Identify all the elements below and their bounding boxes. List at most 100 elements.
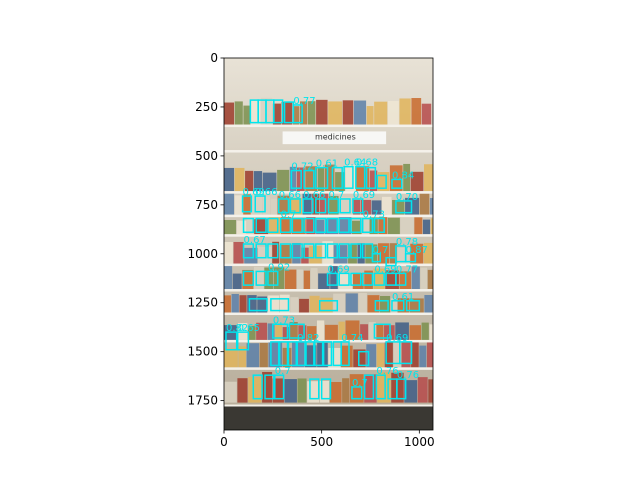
y-tick-label: 750 [195, 198, 218, 212]
product-package [403, 163, 411, 192]
product-package [353, 100, 367, 125]
product-package [427, 269, 433, 290]
product-package [335, 172, 345, 192]
shelf-photo: medicines [224, 58, 433, 430]
detection-box [272, 323, 289, 339]
product-package [282, 327, 289, 340]
shelf-edge [224, 367, 433, 370]
detection-box [264, 374, 275, 400]
product-package [277, 195, 290, 215]
detection-box [315, 166, 329, 189]
product-package [380, 295, 391, 313]
product-package [262, 196, 270, 215]
detection-score: 0.87 [406, 245, 428, 256]
product-package [411, 340, 419, 368]
detection-box [371, 253, 382, 263]
product-package [390, 298, 398, 313]
product-package [360, 199, 371, 215]
product-package [342, 378, 350, 403]
detection-score: 0.72 [291, 162, 313, 173]
shelf-edge [224, 404, 433, 408]
detection-score: 0.84 [392, 170, 414, 181]
detection-score: 0.69 [243, 187, 265, 198]
product-package [342, 100, 354, 125]
product-package [268, 215, 281, 235]
detection-box [373, 217, 385, 234]
product-package [290, 297, 299, 313]
product-package [284, 269, 297, 290]
product-package [341, 345, 353, 368]
detection-box [296, 341, 306, 367]
detection-box [361, 272, 374, 286]
product-package [381, 196, 392, 215]
product-package [303, 270, 311, 290]
product-package [247, 325, 256, 340]
detection-box [405, 300, 421, 312]
product-package [244, 247, 258, 264]
product-package [306, 215, 316, 235]
detection-box [273, 99, 284, 124]
detection-box [315, 198, 327, 214]
detection-box [255, 243, 267, 259]
detection-box [352, 198, 364, 214]
detection-box [361, 243, 374, 259]
shelf-edge [224, 234, 433, 237]
product-package [345, 293, 358, 313]
shelf-edge [224, 289, 433, 292]
detection-box [365, 166, 377, 189]
product-package [307, 326, 317, 340]
product-package [242, 269, 254, 290]
shelf-edge [224, 214, 433, 218]
product-package [410, 171, 424, 192]
product-package [420, 267, 428, 290]
product-package [224, 265, 233, 290]
detection-score: 0.61 [392, 292, 414, 303]
detection-score: 0.77 [396, 264, 418, 275]
detection-box [267, 243, 279, 259]
product-package [224, 241, 233, 264]
detection-box [338, 217, 350, 234]
x-tick-label: 0 [220, 435, 228, 449]
product-package [319, 193, 329, 215]
product-package [247, 295, 257, 313]
detection-score: 0.92 [268, 262, 290, 273]
product-package [272, 378, 284, 403]
product-package [234, 167, 245, 192]
product-package [373, 268, 385, 290]
product-package [429, 198, 433, 215]
detection-box [331, 166, 343, 189]
detection-box [326, 217, 339, 234]
product-package [377, 372, 391, 403]
y-tick-label: 1000 [187, 247, 218, 261]
product-package [299, 298, 309, 313]
product-package [233, 241, 244, 264]
product-package [378, 214, 388, 235]
product-package [277, 169, 290, 192]
detection-score: 0.66 [255, 187, 277, 198]
product-package [422, 219, 431, 235]
detection-box [303, 243, 315, 259]
product-package [364, 270, 373, 290]
product-package [243, 194, 251, 215]
y-axis: 0 250 500 750 1000 1250 1500 1750 [187, 51, 224, 408]
detection-box [270, 341, 280, 367]
detection-score: 0.82 [297, 333, 319, 344]
product-package [281, 101, 293, 125]
product-package [366, 106, 374, 125]
product-package [262, 371, 273, 403]
product-package [262, 172, 277, 192]
product-package [310, 268, 318, 290]
detection-box [391, 300, 405, 312]
product-package [401, 340, 411, 368]
detection-box [255, 270, 267, 286]
detection-box [338, 272, 350, 286]
product-package [251, 193, 263, 215]
product-package [345, 164, 356, 192]
product-package [376, 323, 384, 340]
product-package [319, 380, 330, 403]
detection-box [373, 272, 385, 286]
product-package [430, 218, 433, 235]
detection-box [225, 331, 238, 351]
product-package [324, 164, 335, 192]
product-package [365, 244, 378, 264]
